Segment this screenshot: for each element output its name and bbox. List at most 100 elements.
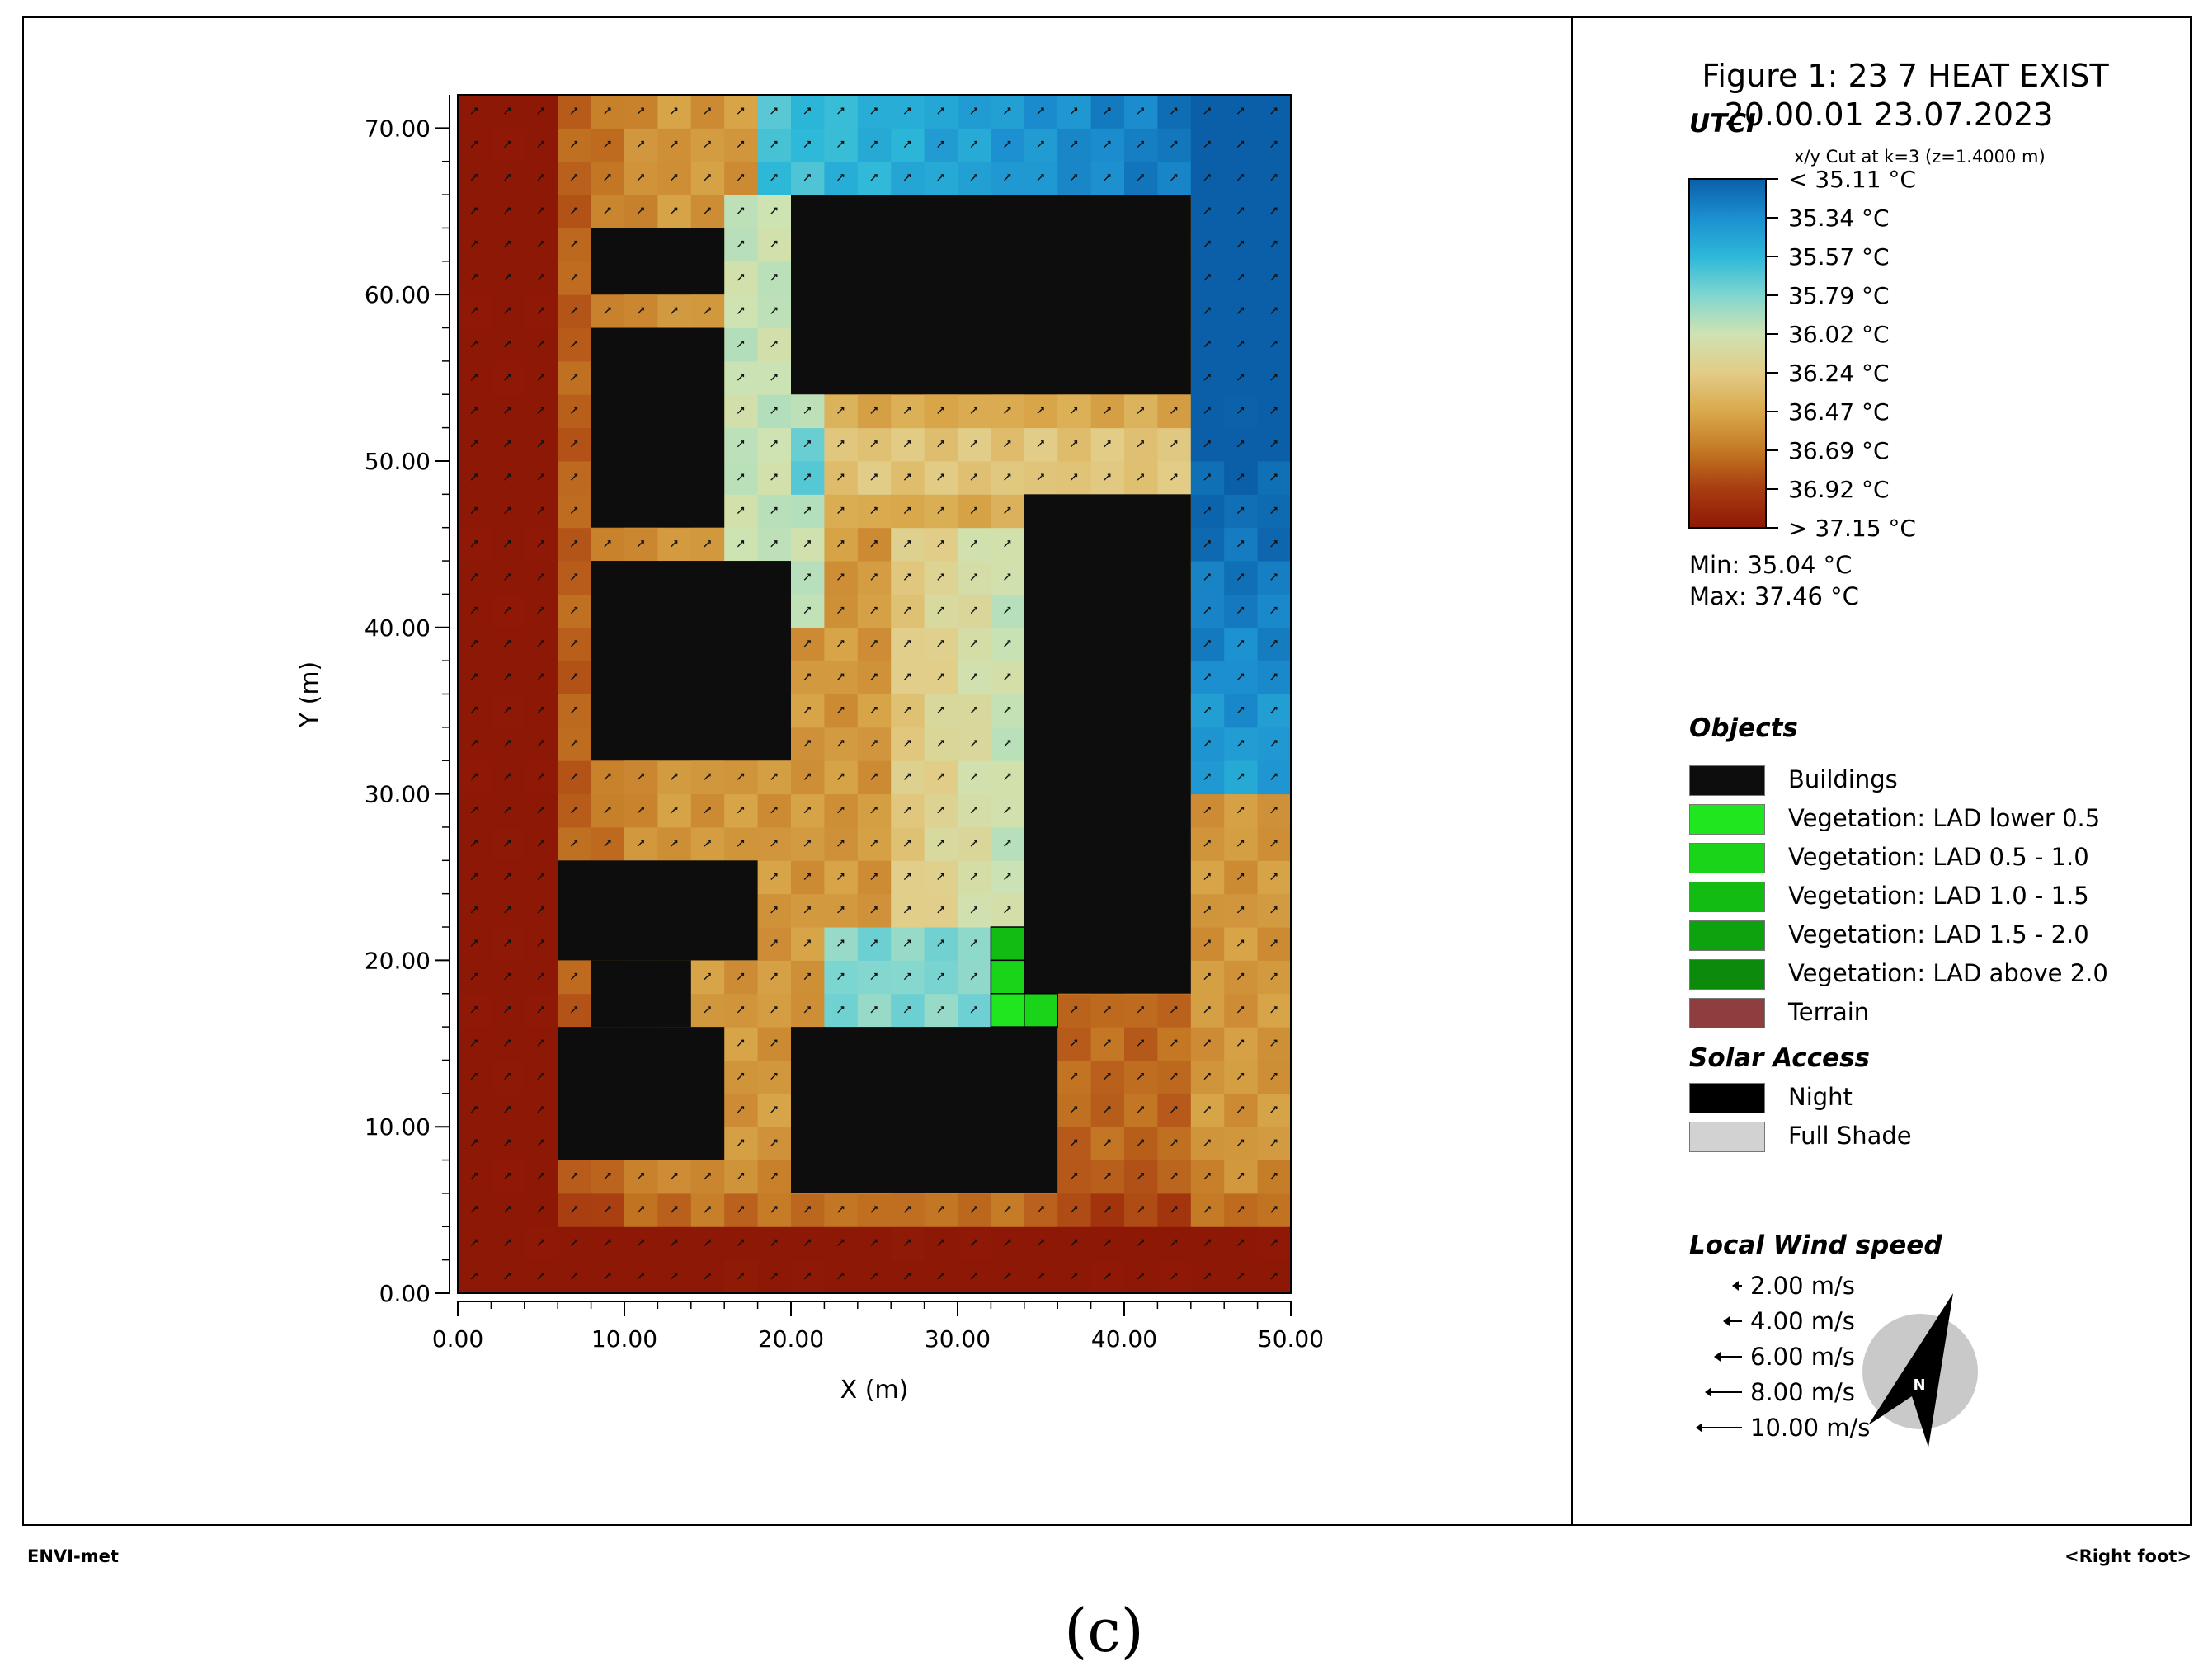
wind-vector <box>704 140 711 148</box>
heatmap-cell <box>724 128 759 162</box>
wind-vector <box>770 873 778 880</box>
wind-vector <box>504 473 511 481</box>
wind-vector <box>770 374 778 381</box>
heatmap-cell <box>524 261 558 295</box>
colorbar-label: 36.47 °C <box>1788 398 1890 426</box>
wind-vector <box>504 1039 511 1047</box>
heatmap-cell <box>724 793 759 828</box>
wind-vector <box>803 1273 811 1280</box>
wind-vector <box>1203 773 1211 780</box>
wind-vector <box>470 1239 478 1246</box>
heatmap-cell <box>524 1259 558 1294</box>
wind-vector <box>1170 1273 1178 1280</box>
wind-vector <box>1004 140 1011 148</box>
wind-vector <box>1236 341 1245 348</box>
wind-vector <box>570 640 578 647</box>
heatmap-cell <box>524 893 558 928</box>
heatmap-cell <box>591 294 625 329</box>
heatmap-cell <box>891 727 925 761</box>
heatmap-cell <box>458 1160 492 1194</box>
heatmap-cell <box>991 1193 1025 1227</box>
heatmap-cell <box>1257 1226 1292 1261</box>
wind-vector <box>570 606 578 614</box>
heatmap-cell <box>891 1226 925 1261</box>
heatmap-cell <box>524 927 558 961</box>
wind-vector <box>1270 506 1278 515</box>
heatmap-cell <box>924 960 958 995</box>
heatmap-cell <box>824 427 859 462</box>
heatmap-cell <box>624 760 658 795</box>
wind-vector <box>1104 1273 1111 1280</box>
wind-vector <box>737 1106 745 1113</box>
wind-vector <box>903 407 911 414</box>
wind-vector <box>803 107 811 115</box>
wind-vector <box>970 407 977 414</box>
heatmap-cell <box>891 95 925 129</box>
wind-vector <box>504 673 511 680</box>
wind-vector <box>1037 1273 1044 1280</box>
heatmap-cell <box>458 195 492 228</box>
vegetation-cell <box>1024 993 1058 1028</box>
wind-vector <box>704 307 711 314</box>
wind-vector <box>903 740 911 747</box>
building <box>591 228 725 295</box>
wind-vector <box>537 307 544 314</box>
wind-vector <box>1004 440 1011 448</box>
wind-vector <box>470 1072 478 1080</box>
wind-vector <box>704 540 711 548</box>
wind-vector <box>1004 506 1011 515</box>
wind-vector <box>1203 1106 1211 1113</box>
wind-speed-label: 4.00 m/s <box>1750 1307 1855 1335</box>
heatmap-cell <box>1257 1193 1292 1227</box>
wind-vector <box>1070 140 1078 148</box>
heatmap-cell <box>1024 394 1058 429</box>
heatmap-cell <box>1024 460 1058 495</box>
wind-vector <box>770 1139 778 1146</box>
wind-vector <box>737 972 745 981</box>
wind-vector <box>1236 407 1245 414</box>
colorbar-label: < 35.11 °C <box>1788 166 1916 193</box>
heatmap-cell <box>458 860 492 895</box>
wind-vector <box>537 407 544 414</box>
heatmap-cell <box>1190 1259 1225 1294</box>
heatmap-cell <box>824 927 859 961</box>
heatmap-cell <box>591 95 625 129</box>
legend-object-swatch <box>1689 843 1765 873</box>
wind-vector <box>1270 1006 1278 1014</box>
wind-vector <box>1070 407 1078 414</box>
heatmap-cell <box>458 494 492 529</box>
wind-vector <box>537 673 544 680</box>
wind-vector <box>870 807 878 814</box>
heatmap-cell <box>558 1160 592 1194</box>
wind-vector <box>504 140 511 148</box>
heatmap-cell <box>891 793 925 828</box>
wind-vector <box>537 1039 544 1047</box>
heatmap-cell <box>1057 128 1092 162</box>
heatmap-cell <box>1257 161 1292 195</box>
wind-vector <box>604 1273 611 1280</box>
colorbar-label: 36.24 °C <box>1788 360 1890 387</box>
heatmap-cell <box>624 195 658 228</box>
wind-vector <box>837 906 845 914</box>
heatmap-cell <box>824 793 859 828</box>
heatmap-cell <box>791 427 825 462</box>
wind-vector <box>1104 1006 1111 1014</box>
heatmap-cell <box>624 161 658 195</box>
wind-vector <box>970 640 977 647</box>
heatmap-cell <box>524 195 558 228</box>
heatmap-cell <box>1224 826 1259 861</box>
heatmap-cell <box>791 561 825 595</box>
wind-vector <box>903 506 911 515</box>
wind-vector <box>1137 1239 1144 1246</box>
heatmap-cell <box>524 1127 558 1161</box>
wind-vector <box>1203 240 1211 248</box>
heatmap-cell <box>1224 1193 1259 1227</box>
wind-vector <box>1037 174 1044 181</box>
wind-vector <box>504 1173 511 1180</box>
heatmap-cell <box>1057 1027 1092 1061</box>
wind-vector <box>770 307 778 314</box>
heatmap-cell <box>924 394 958 429</box>
wind-vector <box>604 773 611 780</box>
wind-vector <box>671 1273 678 1280</box>
